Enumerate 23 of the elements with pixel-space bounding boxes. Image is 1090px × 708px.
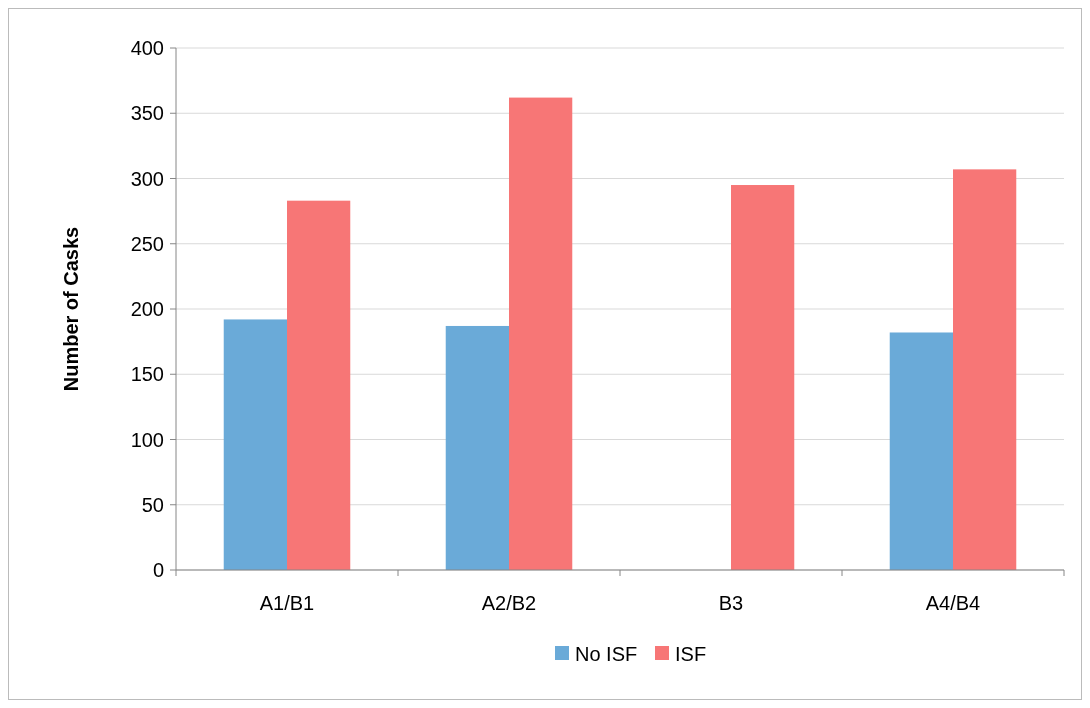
y-axis-title: Number of Casks <box>60 226 82 392</box>
bar <box>287 200 351 570</box>
bar <box>223 319 287 570</box>
x-tick-label: A2/B2 <box>481 592 537 614</box>
y-tick-label: 150 <box>130 363 164 386</box>
y-tick-label: 50 <box>141 493 164 516</box>
bar <box>731 185 795 570</box>
bar <box>953 169 1017 570</box>
x-tick-label: A4/B4 <box>925 592 981 614</box>
bar <box>509 97 573 570</box>
y-tick-label: 400 <box>130 37 164 59</box>
legend-label: No ISF <box>575 643 638 665</box>
y-tick-label: 200 <box>130 298 164 320</box>
bar <box>889 332 953 570</box>
x-tick-label: A1/B1 <box>259 592 315 614</box>
legend-label: ISF <box>675 643 707 665</box>
y-tick-label: 250 <box>130 232 164 255</box>
x-tick-label: B3 <box>718 592 744 614</box>
bar <box>445 325 509 570</box>
y-tick-label: 100 <box>130 428 164 451</box>
y-tick-label: 0 <box>152 559 164 581</box>
y-tick-label: 300 <box>130 167 164 190</box>
y-tick-label: 350 <box>130 102 164 125</box>
